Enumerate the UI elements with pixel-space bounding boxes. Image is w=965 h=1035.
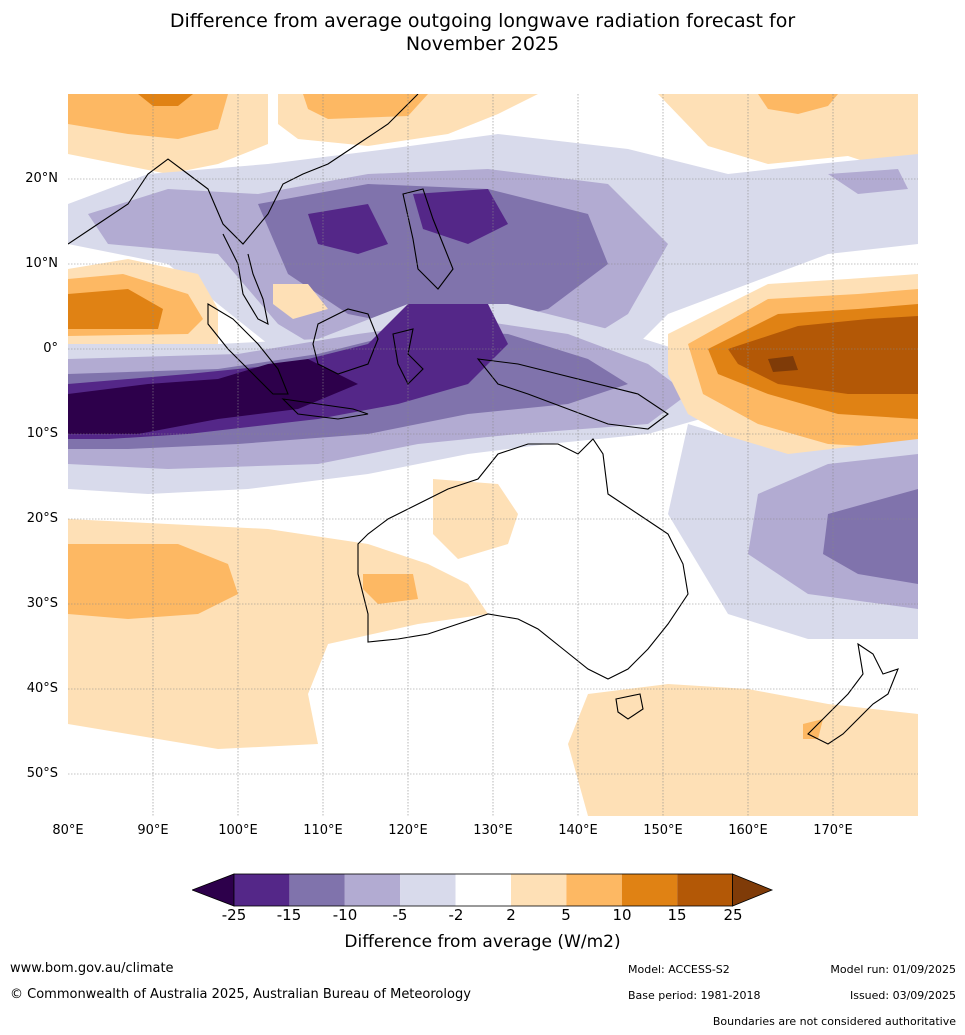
lat-label-50s: 50°S	[26, 766, 58, 781]
lat-label-20n: 20°N	[25, 171, 58, 186]
lon-label-150e: 150°E	[643, 823, 683, 838]
borneo-coastline	[312, 308, 379, 375]
malay-peninsula-coastline	[222, 233, 269, 325]
colorbar-tick-6: 5	[561, 906, 571, 924]
model-text: Model: ACCESS-S2	[628, 963, 730, 976]
lat-label-20s: 20°S	[26, 511, 58, 526]
colorbar-swatch-8	[621, 874, 678, 906]
colorbar-tick-7: 10	[612, 906, 632, 924]
tasmania-coastline	[615, 693, 644, 720]
colorbar-swatch-3	[344, 874, 401, 906]
lon-label-100e: 100°E	[218, 823, 258, 838]
lat-label-10s: 10°S	[26, 426, 58, 441]
philippines-coastline	[402, 188, 454, 290]
colorbar-swatch-1	[234, 874, 290, 906]
colorbar-extend-max	[732, 873, 774, 907]
lon-label-170e: 170°E	[813, 823, 853, 838]
colorbar-tick-1: -15	[276, 906, 302, 924]
sumatra-coastline	[207, 303, 289, 395]
colorbar-tick-0: -25	[221, 906, 247, 924]
lon-label-140e: 140°E	[558, 823, 598, 838]
anomaly-region-south-pacific-negative	[668, 424, 918, 639]
colorbar-tick-5: 2	[506, 906, 516, 924]
colorbar-swatch-5	[455, 874, 511, 906]
anomaly-region-tropics-negative	[68, 134, 918, 394]
sulawesi-coastline	[392, 328, 424, 385]
base-period-text: Base period: 1981-2018	[628, 989, 761, 1002]
lat-label-0: 0°	[43, 341, 58, 356]
anomaly-region-pacific-positive	[668, 274, 918, 469]
colorbar-tick-4: -2	[448, 906, 464, 924]
colorbar-label: Difference from average (W/m2)	[344, 932, 621, 952]
graticule	[68, 94, 918, 816]
lon-label-90e: 90°E	[137, 823, 169, 838]
colorbar-tick-2: -10	[332, 906, 358, 924]
colorbar-swatch-6	[511, 874, 567, 906]
colorbar-swatch-4	[400, 874, 456, 906]
colorbar-swatch-2	[289, 874, 345, 906]
colorbar-swatch-9	[677, 874, 733, 906]
colorbar-extend-min	[192, 873, 235, 907]
lon-label-110e: 110°E	[303, 823, 343, 838]
olr-anomaly-map	[68, 94, 918, 816]
chart-title: Difference from average outgoing longwav…	[0, 10, 965, 56]
java-coastline	[281, 398, 369, 420]
colorbar-swatch-7	[566, 874, 622, 906]
mainland-asia-coastline	[68, 94, 419, 245]
website-link[interactable]: www.bom.gov.au/climate	[10, 961, 174, 976]
lon-label-80e: 80°E	[52, 823, 84, 838]
anomaly-region-southern-ocean-positive	[68, 479, 918, 816]
colorbar-tick-8: 15	[667, 906, 687, 924]
australia-coastline	[357, 438, 689, 680]
title-line-2: November 2025	[405, 33, 560, 55]
disclaimer-text: Boundaries are not considered authoritat…	[712, 1015, 956, 1028]
copyright-text: © Commonwealth of Australia 2025, Austra…	[10, 987, 471, 1002]
lon-label-160e: 160°E	[728, 823, 768, 838]
colorbar	[192, 873, 774, 907]
new-zealand-coastline	[807, 642, 899, 745]
lat-label-10n: 10°N	[25, 256, 58, 271]
colorbar-tick-3: -5	[392, 906, 408, 924]
lat-label-40s: 40°S	[26, 681, 58, 696]
anomaly-region-indian-ocean-positive	[68, 259, 328, 344]
new-guinea-coastline	[476, 358, 669, 430]
title-line-1: Difference from average outgoing longwav…	[169, 10, 796, 32]
issued-text: Issued: 03/09/2025	[849, 989, 956, 1002]
lon-label-120e: 120°E	[388, 823, 428, 838]
colorbar-tick-9: 25	[723, 906, 743, 924]
lat-label-30s: 30°S	[26, 596, 58, 611]
coastlines	[68, 94, 899, 745]
lon-label-130e: 130°E	[473, 823, 513, 838]
model-run-text: Model run: 01/09/2025	[830, 963, 956, 976]
anomaly-region-asia-positive	[68, 94, 918, 179]
